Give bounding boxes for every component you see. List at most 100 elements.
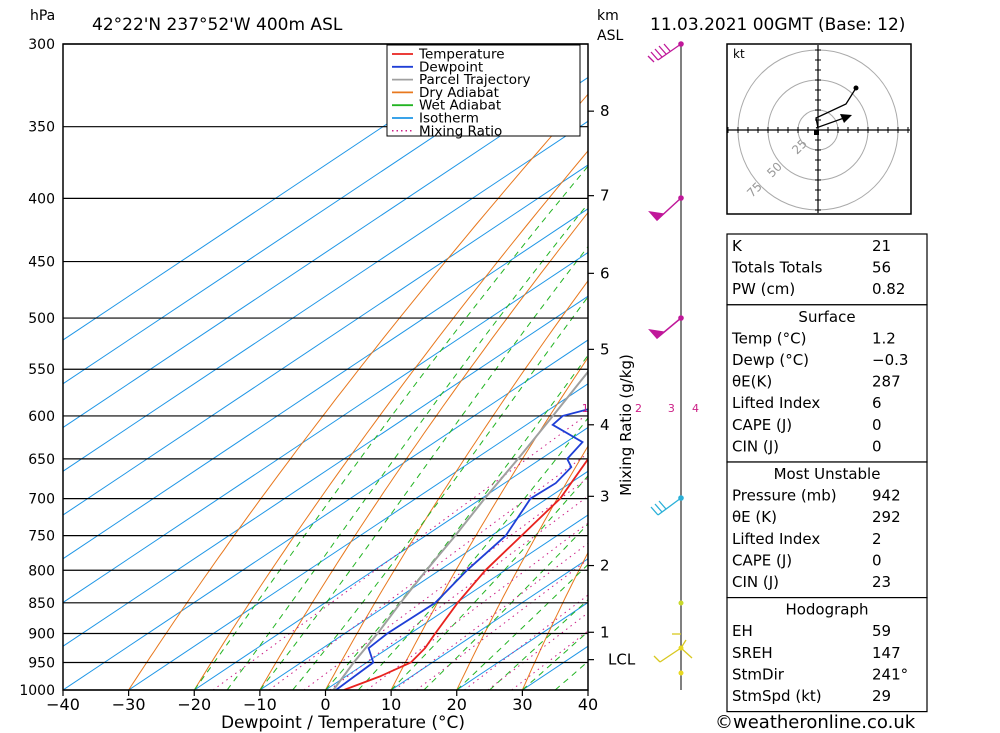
- x-axis-tick-label: −10: [243, 695, 277, 714]
- wet-adiabat-line: [292, 296, 588, 690]
- mixing-ratio-line: [416, 558, 588, 690]
- top-indices-box: [726, 233, 928, 306]
- legend-label: Wet Adiabat: [419, 98, 501, 114]
- mixing-ratio-label: 3: [668, 402, 675, 415]
- mixing-ratio-line: [268, 452, 588, 690]
- isotherm-line: [325, 514, 588, 690]
- pressure-label: 800: [28, 563, 55, 579]
- location-title: 42°22'N 237°52'W 400m ASL: [92, 15, 343, 35]
- index-value: 0: [872, 416, 882, 434]
- wet-adiabat-line: [193, 165, 588, 690]
- datetime-title: 11.03.2021 00GMT (Base: 12): [650, 15, 905, 35]
- pressure-label: 1000: [19, 683, 55, 699]
- index-label: Pressure (mb): [732, 487, 837, 505]
- hodograph-unit-label: kt: [733, 47, 745, 61]
- index-value: 2: [872, 530, 882, 548]
- pressure-label: 400: [28, 191, 55, 207]
- most-unstable-title: Most Unstable: [774, 465, 881, 483]
- pressure-grid: 300 350 400 450 500 550 600 650 700 750 800 850 900 9…: [19, 37, 588, 699]
- x-axis-tick-label: 10: [381, 695, 401, 714]
- mixing-ratio-line: [463, 594, 588, 690]
- mixing-ratio-line: [511, 630, 588, 690]
- surface-box: [726, 304, 928, 463]
- isotherm-line: [63, 44, 573, 385]
- pressure-label: 750: [28, 529, 55, 545]
- index-label: Lifted Index: [732, 530, 820, 548]
- hodograph-trace: [815, 87, 857, 129]
- index-value: 21: [872, 237, 891, 255]
- height-unit-label: km: [597, 8, 619, 24]
- mixing-ratio-line: [394, 542, 588, 690]
- wind-point-1000: [678, 670, 684, 676]
- hodograph-trace-end: [853, 85, 859, 91]
- isotherm-line: [128, 383, 588, 690]
- x-axis-tick-label: 20: [447, 695, 467, 714]
- profile-curves: [332, 370, 588, 690]
- legend-label: Mixing Ratio: [419, 123, 502, 139]
- surface-title: Surface: [798, 308, 855, 326]
- index-label: Dewp (°C): [732, 351, 809, 369]
- x-axis-title: Dewpoint / Temperature (°C): [221, 713, 465, 733]
- index-label: CAPE (J): [732, 416, 792, 434]
- index-label: SREH: [732, 644, 773, 662]
- x-axis-tick-label: 40: [578, 695, 598, 714]
- isotherm-line: [63, 295, 588, 647]
- height-tick-label: 3: [600, 487, 610, 505]
- height-tick-label: 5: [600, 340, 610, 358]
- hodograph-origin-marker: [814, 130, 819, 135]
- index-value: 287: [872, 373, 901, 391]
- height-unit-label-asl: ASL: [597, 28, 623, 44]
- isotherm-line: [193, 426, 588, 690]
- pressure-label: 350: [28, 120, 55, 136]
- wind-point-400: [678, 195, 684, 201]
- pressure-label: 500: [28, 311, 55, 327]
- parcel-trajectory-curve: [332, 370, 588, 690]
- x-axis-tick-label: −30: [112, 695, 146, 714]
- plot-frame: [62, 43, 589, 691]
- legend-box: [386, 44, 581, 137]
- legend-label: Temperature: [418, 47, 505, 63]
- wind-point-500: [678, 315, 684, 321]
- index-label: θE (K): [732, 508, 777, 526]
- index-label: CAPE (J): [732, 551, 792, 569]
- legend-label: Dry Adiabat: [419, 85, 499, 101]
- dry-adiabat-line: [193, 150, 588, 690]
- index-value: 29: [872, 687, 891, 705]
- dry-adiabat-line: [325, 279, 588, 690]
- x-axis-tick-label: −20: [177, 695, 211, 714]
- x-axis-tick-label: −40: [46, 695, 80, 714]
- dewpoint-curve: [335, 408, 588, 690]
- pressure-label: 950: [28, 656, 55, 672]
- wind-point-950: [678, 645, 684, 651]
- wind-barb-700: [650, 497, 682, 516]
- index-value: 0: [872, 551, 882, 569]
- mixing-ratio-line: [329, 495, 588, 690]
- index-label: CIN (J): [732, 437, 779, 455]
- wind-profile: [647, 41, 693, 690]
- wet-adiabat-line: [226, 202, 588, 690]
- hodograph-stats-box: [726, 596, 928, 713]
- mixing-ratio-label: 2: [635, 402, 642, 415]
- pressure-label: 300: [28, 37, 55, 53]
- pressure-label: 850: [28, 596, 55, 612]
- mixing-ratio-axis-title: Mixing Ratio (g/kg): [617, 354, 635, 496]
- isotherm-line: [259, 470, 588, 690]
- height-tick-label: 4: [600, 416, 610, 434]
- wind-point-700: [678, 495, 684, 501]
- index-value: 1.2: [872, 329, 896, 347]
- index-label: StmDir: [732, 665, 785, 683]
- legend-label: Dewpoint: [419, 59, 483, 75]
- mixing-ratio-label: 1: [582, 402, 589, 415]
- isotherm-line: [63, 164, 588, 516]
- dry-adiabat-line: [521, 551, 588, 690]
- hodograph-storm-arrowhead: [840, 114, 852, 123]
- wind-point-850: [678, 600, 684, 606]
- index-value: 292: [872, 508, 901, 526]
- index-value: 0: [872, 437, 882, 455]
- index-label: StmSpd (kt): [732, 687, 822, 705]
- index-value: 0.82: [872, 280, 905, 298]
- temperature-curve: [343, 457, 588, 690]
- wind-barb-500: [648, 317, 682, 340]
- x-axis-tick-label: 0: [320, 695, 330, 714]
